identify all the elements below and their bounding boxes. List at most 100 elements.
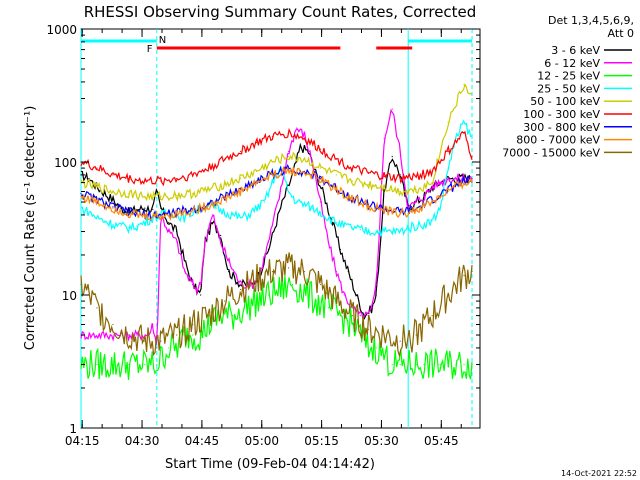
series-line-8: [80, 252, 473, 358]
series-1-point-3: [152, 323, 154, 326]
series-2-point-21: [315, 300, 318, 302]
series-4-point-6: [176, 194, 178, 197]
series-0-point-14: [184, 260, 186, 262]
series-3-point-31: [327, 217, 329, 219]
series-0-point-20: [228, 270, 230, 273]
series-0-point-16: [200, 294, 202, 296]
legend-header-line-2: Att 0: [608, 27, 634, 40]
x-tick-label-1: 04:30: [125, 434, 160, 448]
series-1-point-34: [383, 137, 385, 140]
series-1-point-45: [471, 178, 473, 180]
series-0-point-30: [323, 195, 325, 198]
series-4-point-2: [112, 190, 114, 193]
series-3-point-24: [271, 182, 274, 184]
series-1-point-13: [212, 214, 214, 216]
series-6-point-2: [112, 206, 114, 208]
series-8-point-20: [399, 340, 401, 342]
series-1-point-25: [319, 201, 321, 203]
series-3-point-32: [335, 222, 337, 224]
series-5-point-20: [399, 178, 401, 180]
series-7-point-8: [208, 205, 210, 207]
series-7-point-7: [192, 210, 194, 212]
series-3-point-38: [383, 230, 385, 233]
series-8-point-2: [112, 323, 114, 326]
series-8-point-22: [431, 315, 433, 317]
series-4-point-5: [160, 195, 162, 198]
series-0-point-3: [104, 192, 106, 195]
series-3-point-22: [255, 207, 258, 209]
series-2-point-31: [407, 363, 409, 366]
series-8-point-18: [367, 328, 369, 331]
series-7-point-20: [399, 212, 401, 215]
series-7-point-10: [240, 190, 242, 193]
series-4-point-9: [224, 183, 226, 185]
series-7-point-22: [431, 201, 433, 203]
series-2-point-28: [383, 355, 385, 357]
series-5-point-4: [144, 180, 146, 182]
series-4-point-4: [144, 195, 146, 198]
series-line-2: [80, 275, 473, 380]
x-tick-label-6: 05:45: [424, 434, 459, 448]
series-3-point-47: [455, 137, 457, 140]
series-4-point-20: [399, 190, 401, 193]
series-1-point-33: [375, 283, 377, 286]
series-1-point-29: [351, 307, 353, 309]
series-3-point-28: [303, 203, 306, 205]
series-1-point-7: [176, 241, 178, 243]
series-8-point-13: [287, 267, 290, 269]
series-4-point-12: [271, 161, 274, 163]
series-4-point-8: [208, 189, 210, 191]
series-8-point-3: [128, 334, 130, 336]
series-2-point-17: [279, 288, 282, 291]
series-8-point-0: [80, 283, 82, 286]
series-3-point-23: [263, 201, 266, 203]
series-2-point-9: [192, 334, 194, 336]
series-1-point-20: [279, 190, 282, 193]
series-3-point-18: [224, 211, 226, 213]
series-4-point-15: [319, 167, 321, 169]
series-3-point-49: [471, 137, 473, 140]
y-tick-label-3: 1000: [46, 23, 77, 37]
series-0-point-8: [144, 207, 146, 209]
series-1-point-16: [240, 283, 242, 286]
series-line-4: [80, 83, 473, 202]
series-5-point-25: [471, 155, 473, 158]
series-7-point-18: [367, 205, 369, 207]
series-4-point-13: [287, 155, 290, 158]
series-5-point-11: [255, 141, 258, 144]
series-2-point-3: [128, 363, 130, 366]
series-8-point-23: [447, 294, 449, 296]
series-0-point-1: [88, 178, 90, 180]
series-4-point-11: [255, 170, 258, 172]
series-3-point-6: [128, 227, 130, 229]
series-3-point-5: [120, 225, 122, 227]
series-4-point-16: [335, 174, 337, 176]
series-8-point-7: [192, 323, 194, 326]
series-7-point-2: [112, 207, 114, 209]
series-7-point-19: [383, 210, 385, 212]
series-3-point-4: [112, 223, 114, 225]
series-0-point-25: [279, 207, 282, 209]
series-8-point-5: [160, 340, 162, 342]
series-5-point-6: [176, 178, 178, 180]
series-2-point-37: [455, 363, 457, 366]
flare-flag-label: F: [147, 44, 153, 55]
legend-label-6: 300 - 800 keV: [523, 121, 600, 134]
series-7-point-4: [144, 215, 146, 217]
series-5-point-18: [367, 172, 369, 175]
y-axis-label: Corrected Count Rate (s⁻¹ detector⁻¹): [23, 106, 38, 351]
series-line-7: [80, 165, 473, 221]
series-5-point-9: [224, 158, 226, 160]
series-3-point-33: [343, 225, 345, 227]
series-8-point-17: [351, 315, 353, 317]
series-2-point-15: [255, 300, 258, 302]
series-2-point-4: [144, 363, 146, 366]
series-1-point-9: [192, 283, 194, 286]
series-2-point-29: [391, 363, 393, 366]
series-2-point-22: [327, 307, 329, 309]
series-1-point-26: [327, 241, 329, 243]
series-0-point-24: [267, 248, 270, 251]
series-5-point-12: [271, 136, 274, 138]
series-5-point-3: [128, 178, 130, 180]
series-8-point-8: [208, 315, 210, 317]
